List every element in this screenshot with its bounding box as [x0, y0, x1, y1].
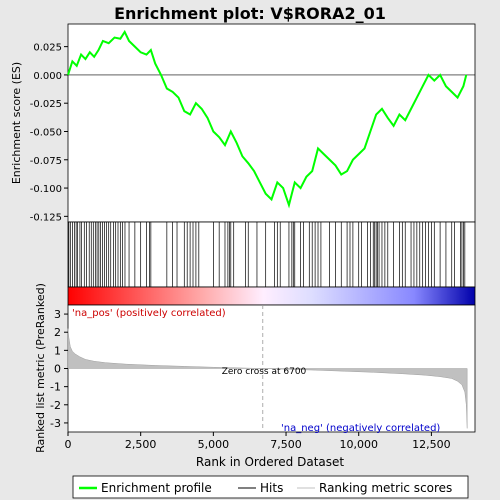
x-tick-label: 10,000: [339, 438, 378, 451]
hits-panel: [67, 221, 476, 288]
metric-y-tick-label: 0: [54, 363, 61, 376]
metric-y-axis: 3 2 1 0 -1 -2 -3: [50, 308, 68, 430]
rank-color-bar: [67, 286, 476, 306]
metric-y-tick-label: 2: [54, 326, 61, 339]
es-y-tick-label: -0.125: [30, 212, 62, 223]
es-y-tick-label: -0.100: [30, 184, 62, 195]
legend-label-metric: Ranking metric scores: [319, 481, 452, 495]
es-y-tick-label: 0.025: [33, 43, 62, 54]
x-axis: 0 2,500 5,000 7,500 10,000 12,500: [65, 432, 451, 451]
metric-y-tick-label: 3: [54, 308, 61, 321]
legend-label-profile: Enrichment profile: [101, 481, 212, 495]
chart-title: Enrichment plot: V$RORA2_01: [114, 4, 386, 23]
metric-y-tick-label: -3: [50, 417, 61, 430]
es-y-tick-label: -0.075: [30, 156, 62, 167]
enrichment-profile-line: [67, 29, 468, 209]
es-y-tick-label: -0.050: [30, 127, 62, 138]
zero-cross-label: Zero cross at 6700: [222, 367, 307, 377]
legend-label-hits: Hits: [260, 481, 283, 495]
hits-group: [68, 222, 466, 287]
x-tick-label: 7,500: [270, 438, 302, 451]
metric-y-tick-label: -2: [50, 399, 61, 412]
x-tick-label: 5,000: [198, 438, 230, 451]
es-y-tick-label: 0.000: [33, 71, 62, 82]
x-tick-label: 2,500: [125, 438, 157, 451]
x-axis-label: Rank in Ordered Dataset: [196, 455, 344, 469]
x-tick-label: 0: [65, 438, 72, 451]
metric-y-label: Ranked list metric (PreRanked): [34, 283, 47, 453]
es-y-tick-label: -0.025: [30, 99, 62, 110]
es-y-label: Enrichment score (ES): [10, 62, 23, 184]
es-y-axis: 0.025 0.000 -0.025 -0.050 -0.075 -0.100 -0.125: [30, 43, 68, 223]
neg-label: 'na_neg' (negatively correlated): [281, 423, 440, 434]
metric-y-tick-label: -1: [50, 381, 61, 394]
legend: [72, 475, 469, 499]
x-tick-label: 12,500: [412, 438, 451, 451]
metric-y-tick-label: 1: [54, 344, 61, 357]
pos-label: 'na_pos' (positively correlated): [72, 308, 226, 319]
es-panel: [67, 23, 476, 223]
